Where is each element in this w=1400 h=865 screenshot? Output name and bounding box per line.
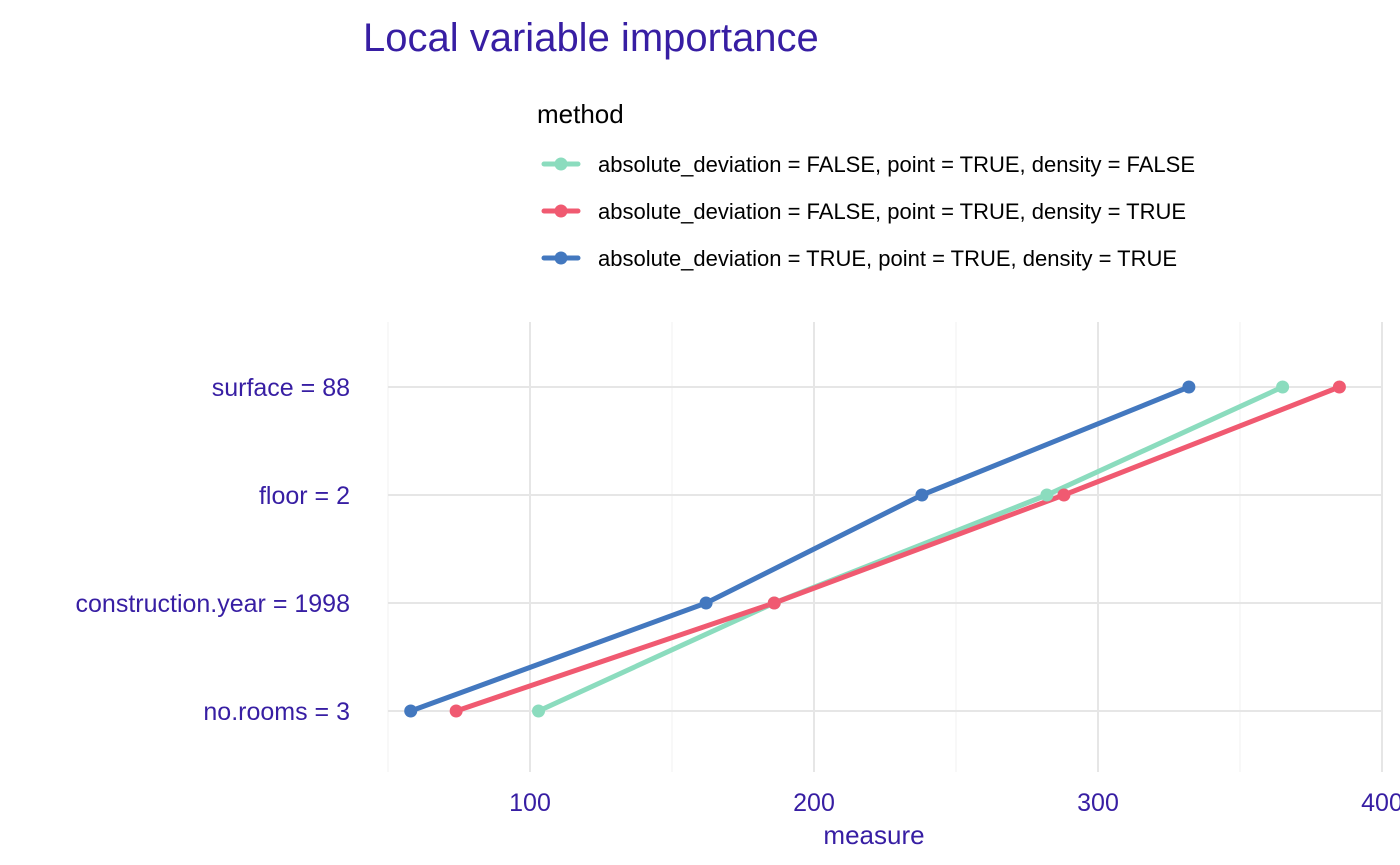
x-tick-label: 200 xyxy=(793,789,835,817)
series-points xyxy=(404,380,1346,718)
data-point xyxy=(449,704,463,718)
legend-item: absolute_deviation = FALSE, point = TRUE… xyxy=(541,199,1186,224)
legend-item: absolute_deviation = FALSE, point = TRUE… xyxy=(541,152,1195,177)
data-point xyxy=(767,596,781,610)
legend-swatch-point xyxy=(554,157,568,171)
legend-label: absolute_deviation = FALSE, point = TRUE… xyxy=(598,199,1186,224)
series-line-2 xyxy=(453,384,1342,714)
data-point xyxy=(1040,488,1054,502)
y-tick-label: no.rooms = 3 xyxy=(203,698,350,726)
x-tick-label: 300 xyxy=(1077,789,1119,817)
data-point xyxy=(1276,380,1290,394)
series-line-1 xyxy=(536,384,1286,714)
grid xyxy=(387,322,1383,772)
data-point xyxy=(1182,380,1196,394)
legend-label: absolute_deviation = TRUE, point = TRUE,… xyxy=(598,246,1177,271)
x-axis-label: measure xyxy=(823,820,924,850)
series-lines xyxy=(408,384,1342,714)
y-tick-label: floor = 2 xyxy=(259,482,350,510)
legend-item: absolute_deviation = TRUE, point = TRUE,… xyxy=(541,246,1177,271)
data-point xyxy=(532,704,546,718)
series-line-3 xyxy=(408,384,1192,714)
legend-swatch-point xyxy=(554,204,568,218)
y-tick-label: construction.year = 1998 xyxy=(76,590,350,618)
y-tick-label: surface = 88 xyxy=(212,374,350,402)
x-tick-label: 400 xyxy=(1361,789,1400,817)
data-point xyxy=(1332,380,1346,394)
chart-title: Local variable importance xyxy=(363,16,819,60)
data-point xyxy=(915,488,929,502)
y-axis-ticks: no.rooms = 3 construction.year = 1998 floo… xyxy=(76,374,350,726)
legend: absolute_deviation = FALSE, point = TRUE… xyxy=(541,152,1195,271)
legend-title: method xyxy=(537,99,624,129)
data-point xyxy=(699,596,713,610)
legend-label: absolute_deviation = FALSE, point = TRUE… xyxy=(598,152,1195,177)
x-tick-label: 100 xyxy=(509,789,551,817)
data-point xyxy=(404,704,418,718)
legend-swatch-point xyxy=(554,251,568,265)
data-point xyxy=(1057,488,1071,502)
x-axis-ticks: 100 200 300 400 xyxy=(509,789,1400,817)
